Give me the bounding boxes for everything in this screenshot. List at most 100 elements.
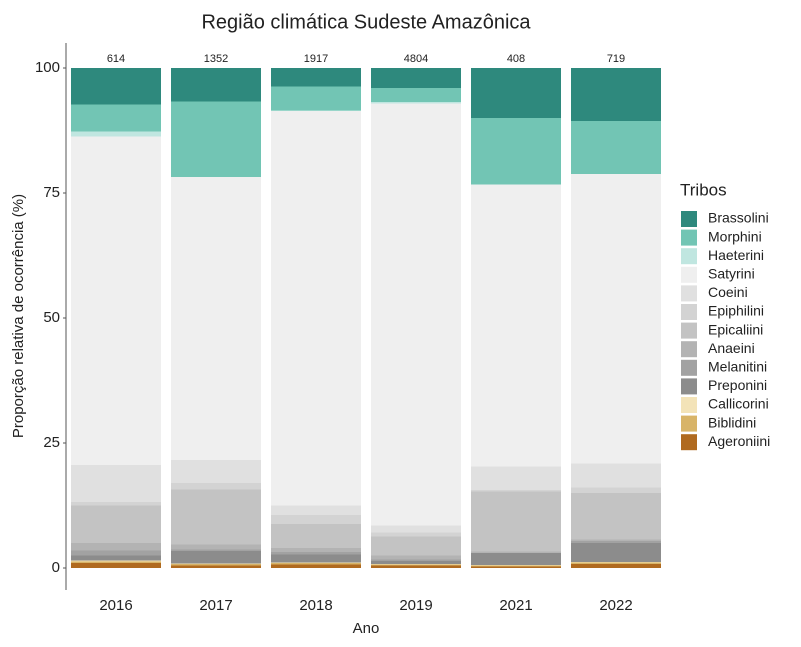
- y-tick-label: 100: [35, 59, 60, 76]
- bar-segment: [571, 543, 661, 562]
- legend-swatch: [681, 266, 697, 283]
- y-tick-label: 25: [43, 434, 60, 451]
- legend-label: Melanitini: [708, 359, 767, 375]
- bar-segment: [271, 68, 361, 87]
- y-tick-label: 0: [52, 559, 60, 576]
- legend-swatch: [681, 341, 697, 358]
- chart-title: Região climática Sudeste Amazônica: [201, 11, 531, 33]
- legend-swatch: [681, 304, 697, 320]
- bar-segment: [271, 564, 361, 568]
- bar-segment: [571, 174, 661, 464]
- bar-segment: [371, 565, 461, 568]
- bar-total-label: 719: [607, 53, 625, 65]
- bar-segment: [271, 110, 361, 111]
- bar-segment: [271, 548, 361, 552]
- x-tick-label: 2017: [199, 597, 232, 614]
- bar-segment: [71, 68, 161, 105]
- bar-segment: [471, 68, 561, 118]
- bar-segment: [471, 565, 561, 566]
- bar-segment: [271, 86, 361, 111]
- bar-segment: [471, 466, 561, 490]
- bar-segment: [371, 564, 461, 566]
- bar-segment: [71, 543, 161, 551]
- bar-segment: [571, 487, 661, 493]
- x-tick-label: 2018: [299, 597, 332, 614]
- bar-segment: [571, 493, 661, 540]
- bar-total-label: 614: [107, 53, 125, 65]
- bar-segment: [171, 101, 261, 177]
- bar-segment: [171, 565, 261, 568]
- bar-segment: [171, 68, 261, 102]
- bar-segment: [271, 562, 361, 563]
- bar-segment: [371, 559, 461, 561]
- bar-segment: [571, 539, 661, 541]
- bar-segment: [471, 490, 561, 492]
- bar-segment: [371, 88, 461, 102]
- bar-segment: [571, 121, 661, 174]
- legend-swatch: [681, 359, 697, 376]
- bar-segment: [71, 560, 161, 562]
- bar-total-label: 4804: [404, 53, 428, 65]
- bar-segment: [471, 565, 561, 567]
- bar-segment: [471, 118, 561, 185]
- bar-segment: [71, 502, 161, 506]
- bar-segment: [271, 563, 361, 565]
- x-tick-label: 2019: [399, 597, 432, 614]
- legend-swatch: [681, 248, 697, 265]
- bar-segment: [171, 483, 261, 490]
- bar-segment: [271, 515, 361, 524]
- bar-segment: [471, 491, 561, 552]
- bar-segment: [571, 463, 661, 488]
- bar-segment: [71, 563, 161, 568]
- bar-segment: [71, 550, 161, 556]
- legend-label: Biblidini: [708, 414, 756, 430]
- legend-swatch: [681, 434, 697, 451]
- bar-segment: [271, 554, 361, 563]
- legend-label: Brassolini: [708, 210, 769, 226]
- bar-segment: [71, 131, 161, 137]
- bar-segment: [571, 562, 661, 564]
- x-tick-label: 2022: [599, 597, 632, 614]
- bar-segment: [371, 555, 461, 560]
- bar-segment: [471, 566, 561, 568]
- legend-swatch: [681, 322, 697, 339]
- bar-segment: [71, 561, 161, 563]
- bar-segment: [271, 552, 361, 555]
- bar-segment: [571, 541, 661, 543]
- bar-segment: [371, 532, 461, 537]
- legend-swatch: [681, 378, 697, 395]
- bar-segment: [271, 505, 361, 515]
- bar-segment: [371, 564, 461, 565]
- bar-segment: [171, 489, 261, 545]
- legend-label: Epicaliini: [708, 321, 763, 337]
- legend-title: Tribos: [680, 180, 727, 199]
- legend-swatch: [681, 397, 697, 413]
- legend-label: Epiphilini: [708, 303, 764, 319]
- x-tick-label: 2016: [99, 597, 132, 614]
- bar-segment: [171, 549, 261, 551]
- x-tick-label: 2021: [499, 597, 532, 614]
- y-axis-label: Proporção relativa de ocorrência (%): [10, 194, 27, 438]
- bar-segment: [371, 561, 461, 564]
- bar-segment: [71, 505, 161, 543]
- bar-segment: [71, 136, 161, 465]
- legend-label: Satyrini: [708, 266, 755, 282]
- bar-segment: [471, 553, 561, 565]
- bar-segment: [371, 525, 461, 533]
- bar-segment: [371, 103, 461, 526]
- legend-label: Preponini: [708, 377, 767, 393]
- bar-segment: [171, 563, 261, 564]
- bar-total-label: 408: [507, 53, 525, 65]
- legend-swatch: [681, 229, 697, 246]
- bar-total-label: 1917: [304, 53, 328, 65]
- y-tick-label: 50: [43, 309, 60, 326]
- bar-segment: [71, 104, 161, 132]
- legend-label: Morphini: [708, 228, 762, 244]
- bar-segment: [171, 551, 261, 564]
- legend-swatch: [681, 211, 697, 227]
- legend-label: Anaeini: [708, 340, 755, 356]
- bar-segment: [571, 68, 661, 121]
- bar-segment: [571, 562, 661, 563]
- bar-segment: [471, 184, 561, 467]
